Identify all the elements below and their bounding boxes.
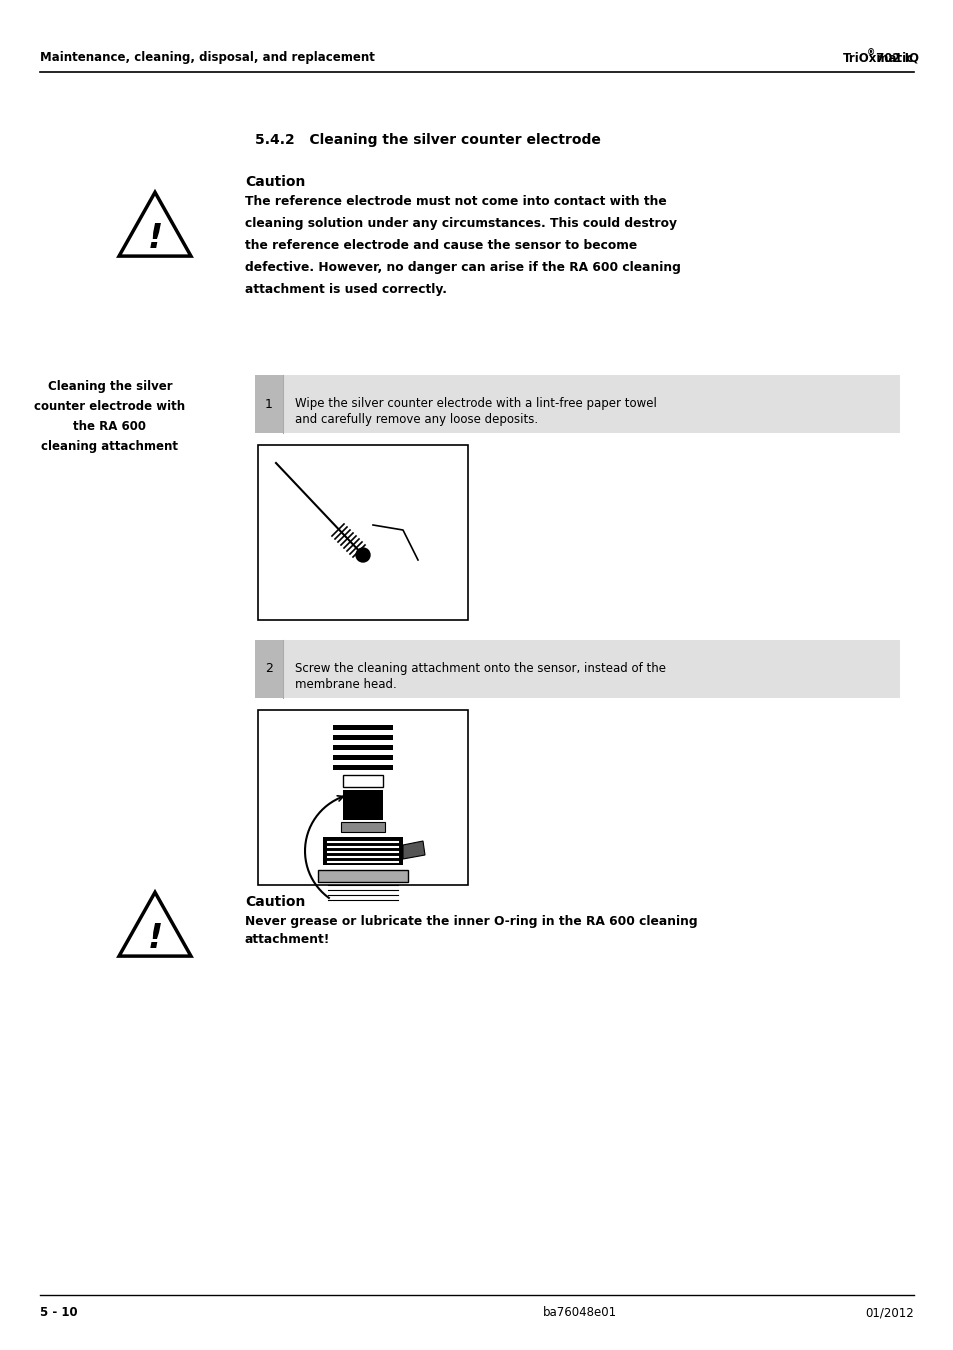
Text: !: ! <box>147 922 162 954</box>
Text: ba76048e01: ba76048e01 <box>542 1307 617 1319</box>
Text: and carefully remove any loose deposits.: and carefully remove any loose deposits. <box>294 413 537 427</box>
Bar <box>323 837 402 865</box>
Text: Maintenance, cleaning, disposal, and replacement: Maintenance, cleaning, disposal, and rep… <box>40 51 375 65</box>
Text: !: ! <box>147 221 162 255</box>
Bar <box>333 745 393 751</box>
FancyBboxPatch shape <box>254 640 899 698</box>
Text: membrane head.: membrane head. <box>294 678 396 691</box>
Text: TriOxmatic: TriOxmatic <box>842 51 913 65</box>
Text: attachment is used correctly.: attachment is used correctly. <box>245 284 447 296</box>
Text: attachment!: attachment! <box>245 933 330 946</box>
Text: 2: 2 <box>265 663 273 675</box>
Text: 01/2012: 01/2012 <box>864 1307 913 1319</box>
Text: ®: ® <box>866 49 874 58</box>
Text: Caution: Caution <box>245 176 305 189</box>
Text: Caution: Caution <box>245 895 305 909</box>
Bar <box>343 790 382 819</box>
Text: Cleaning the silver
counter electrode with
the RA 600
cleaning attachment: Cleaning the silver counter electrode wi… <box>34 379 186 454</box>
FancyBboxPatch shape <box>254 375 283 433</box>
Bar <box>333 740 393 744</box>
Text: Screw the cleaning attachment onto the sensor, instead of the: Screw the cleaning attachment onto the s… <box>294 662 665 675</box>
Text: 5.4.2   Cleaning the silver counter electrode: 5.4.2 Cleaning the silver counter electr… <box>254 134 600 147</box>
Bar <box>333 760 393 764</box>
Polygon shape <box>402 841 424 859</box>
Text: the reference electrode and cause the sensor to become: the reference electrode and cause the se… <box>245 239 637 252</box>
Text: cleaning solution under any circumstances. This could destroy: cleaning solution under any circumstance… <box>245 217 677 230</box>
Text: 702 IQ: 702 IQ <box>871 51 918 65</box>
Text: Never grease or lubricate the inner O-ring in the RA 600 cleaning: Never grease or lubricate the inner O-ri… <box>245 915 697 927</box>
Circle shape <box>355 548 370 562</box>
Bar <box>333 734 393 740</box>
Bar <box>333 755 393 760</box>
Text: defective. However, no danger can arise if the RA 600 cleaning: defective. However, no danger can arise … <box>245 261 680 274</box>
FancyBboxPatch shape <box>254 640 283 698</box>
Bar <box>343 775 382 787</box>
Bar <box>340 822 385 832</box>
Bar <box>333 730 393 734</box>
Bar <box>333 751 393 755</box>
FancyBboxPatch shape <box>257 446 468 620</box>
FancyBboxPatch shape <box>254 375 899 433</box>
FancyBboxPatch shape <box>257 710 468 886</box>
Text: Wipe the silver counter electrode with a lint-free paper towel: Wipe the silver counter electrode with a… <box>294 397 657 410</box>
Bar <box>317 869 408 882</box>
Bar <box>333 765 393 769</box>
Bar <box>333 725 393 730</box>
Text: The reference electrode must not come into contact with the: The reference electrode must not come in… <box>245 194 666 208</box>
Text: 1: 1 <box>265 397 273 410</box>
Text: 5 - 10: 5 - 10 <box>40 1307 77 1319</box>
